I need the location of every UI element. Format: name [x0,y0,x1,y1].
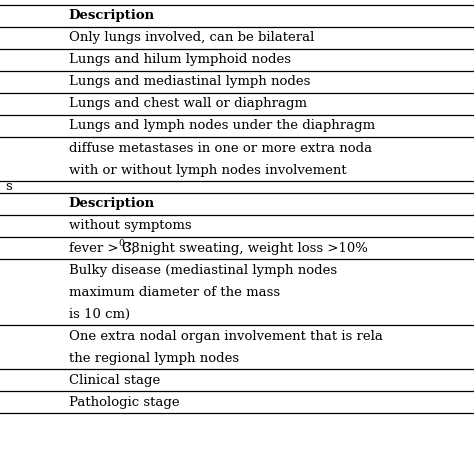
Text: One extra nodal organ involvement that is rela: One extra nodal organ involvement that i… [69,330,383,343]
Text: the regional lymph nodes: the regional lymph nodes [69,352,239,365]
Text: Description: Description [69,9,155,22]
Text: Only lungs involved, can be bilateral: Only lungs involved, can be bilateral [69,31,314,44]
Text: Pathologic stage: Pathologic stage [69,396,179,409]
Text: Lungs and mediastinal lymph nodes: Lungs and mediastinal lymph nodes [69,75,310,88]
Text: with or without lymph nodes involvement: with or without lymph nodes involvement [69,164,346,176]
Text: Lungs and lymph nodes under the diaphragm: Lungs and lymph nodes under the diaphrag… [69,119,375,132]
Text: Lungs and chest wall or diaphragm: Lungs and chest wall or diaphragm [69,98,307,110]
Text: is 10 cm): is 10 cm) [69,308,130,320]
Text: without symptoms: without symptoms [69,219,191,232]
Text: Bulky disease (mediastinal lymph nodes: Bulky disease (mediastinal lymph nodes [69,264,341,276]
Text: maximum diameter of the mass: maximum diameter of the mass [69,286,280,299]
Text: fever > 38: fever > 38 [69,242,139,255]
Text: Lungs and hilum lymphoid nodes: Lungs and hilum lymphoid nodes [69,54,291,66]
Text: Clinical stage: Clinical stage [69,374,160,387]
Text: Description: Description [69,198,155,210]
Text: s: s [6,181,12,193]
Text: diffuse metastases in one or more extra noda: diffuse metastases in one or more extra … [69,142,372,155]
Text: C, night sweating, weight loss >10%: C, night sweating, weight loss >10% [122,242,368,255]
Text: 0: 0 [118,239,124,248]
